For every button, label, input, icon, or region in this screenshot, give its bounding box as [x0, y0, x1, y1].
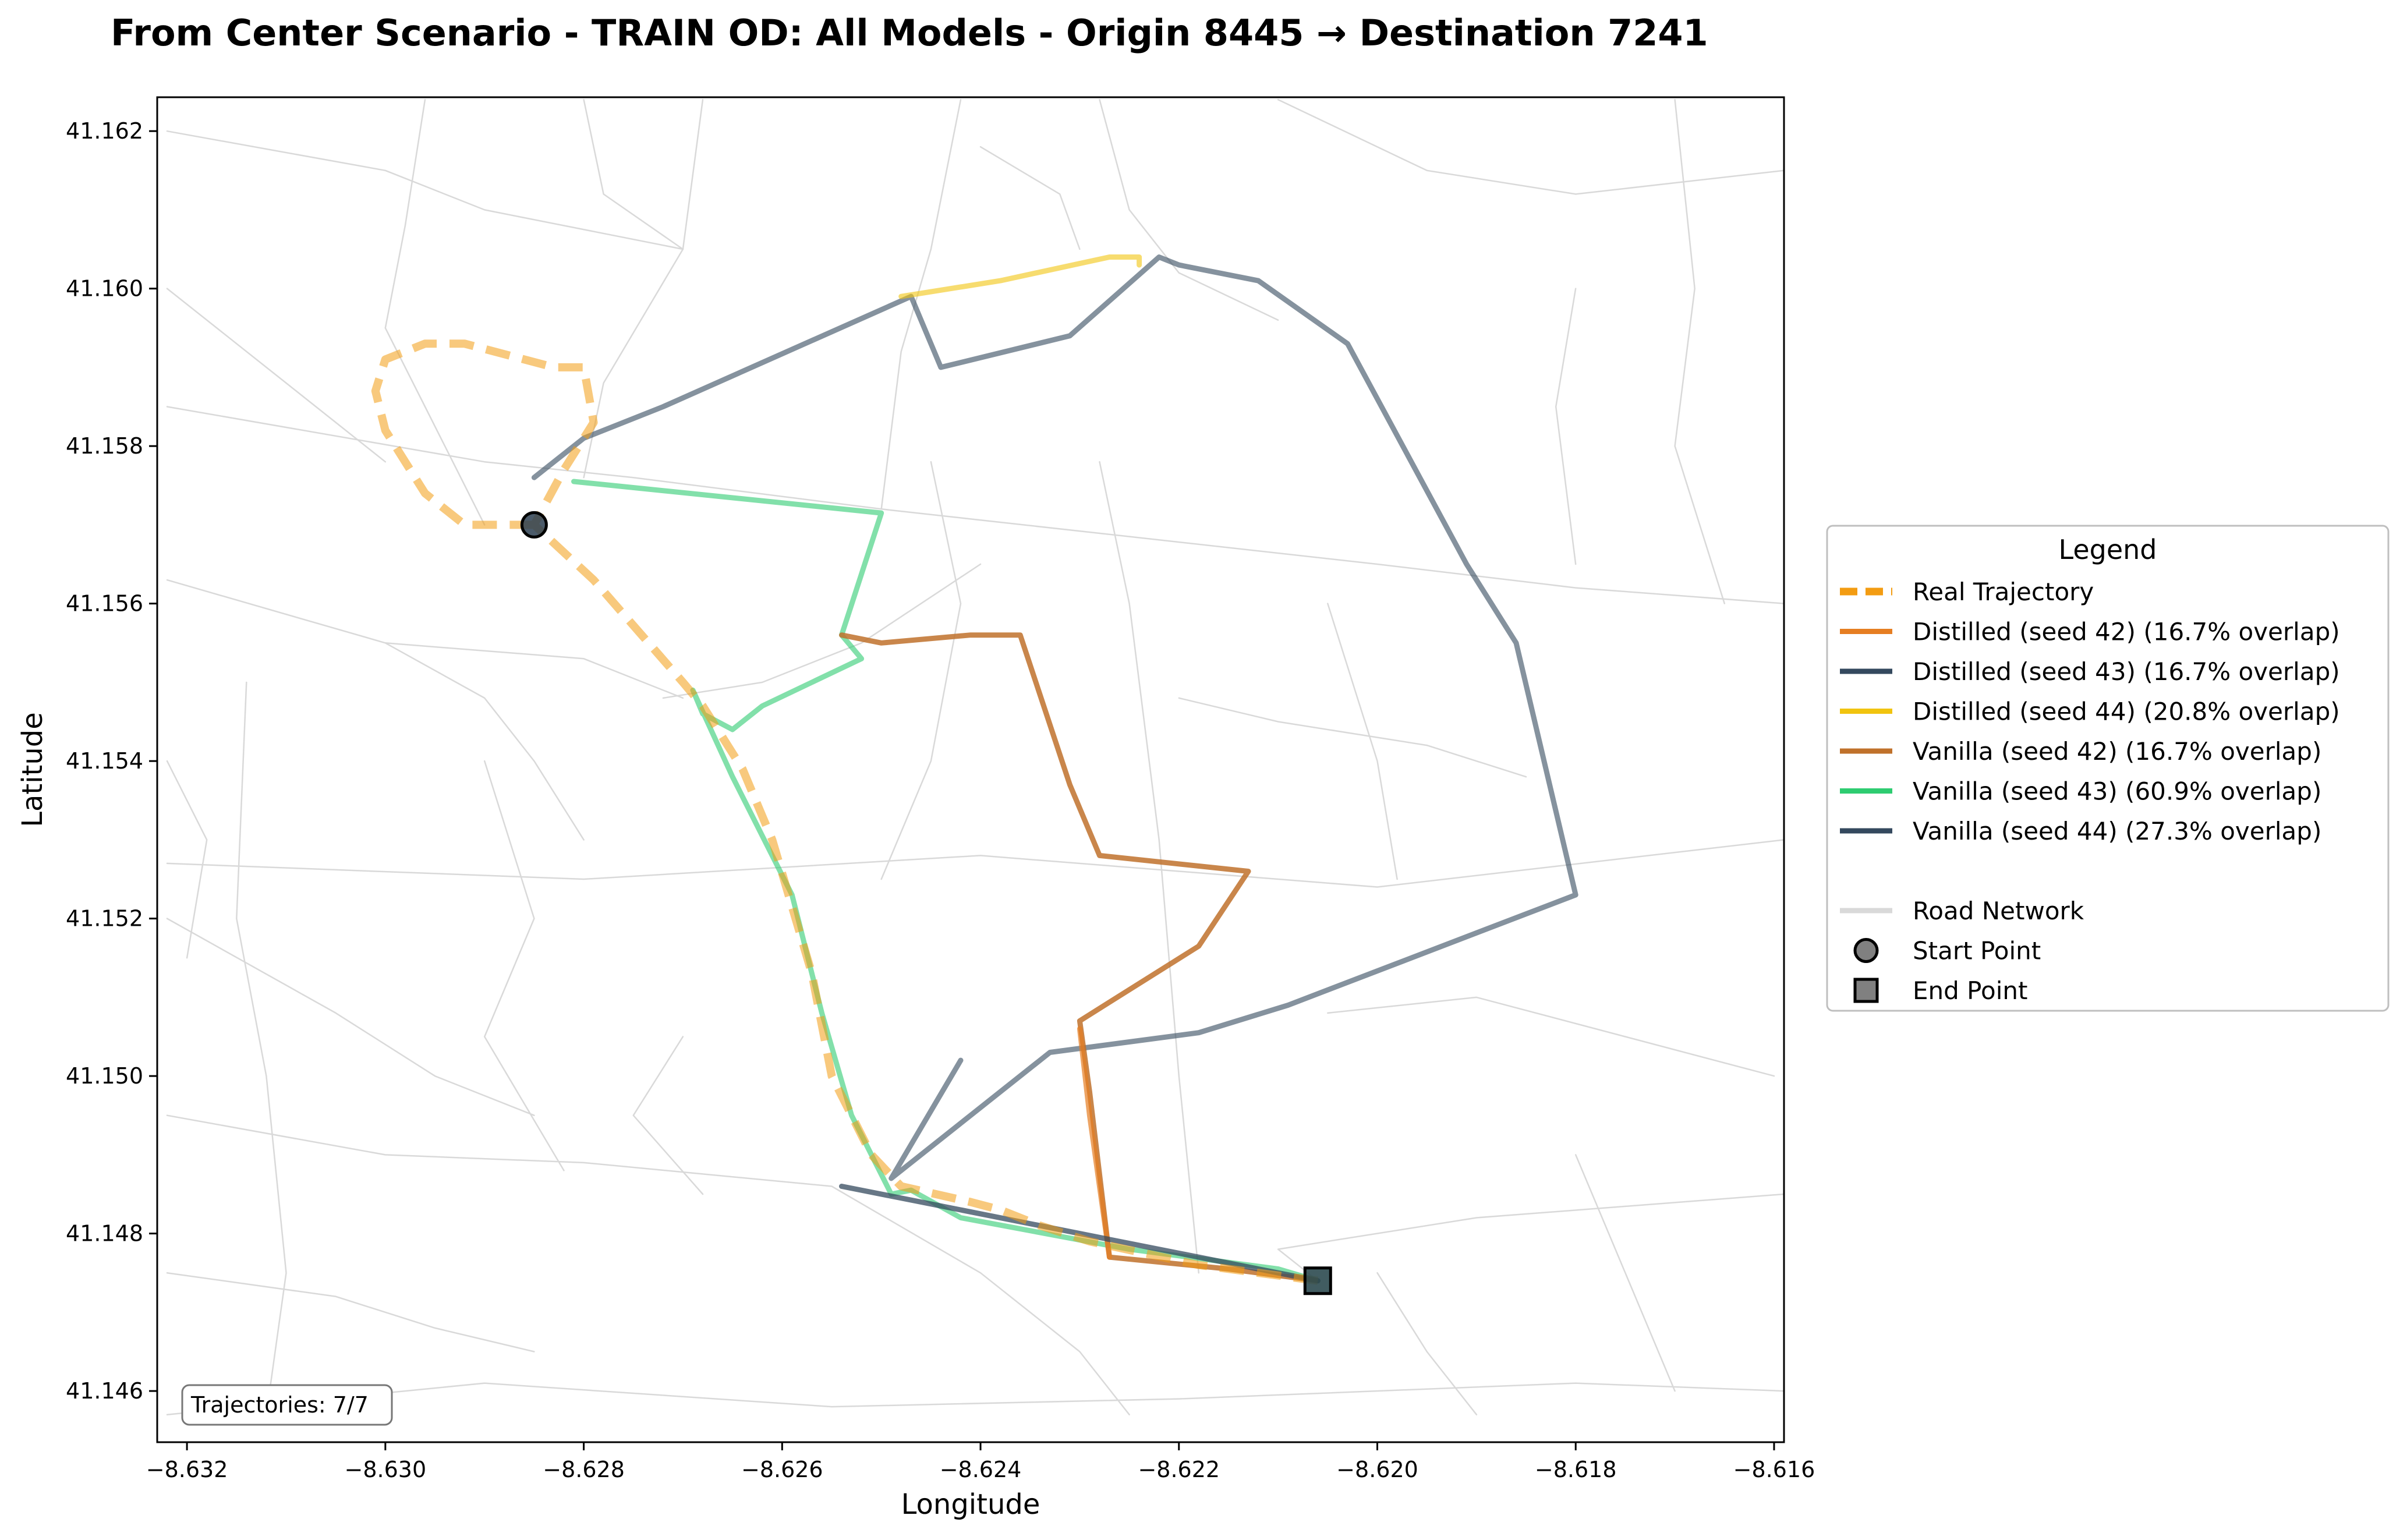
y-tick-label: 41.154: [66, 748, 143, 774]
y-tick-label: 41.160: [66, 276, 143, 302]
legend-frame: [1826, 525, 2390, 1012]
y-tick-label: 41.148: [66, 1221, 143, 1247]
od-markers: [520, 511, 1332, 1295]
series-line-6: [898, 254, 1142, 299]
series-line-7: [371, 339, 1319, 1285]
legend-item: Vanilla (seed 43) (60.9% overlap): [1840, 777, 2321, 806]
road-segment: [1674, 98, 1726, 604]
trajectory-series: [371, 254, 1578, 1285]
legend-item: Vanilla (seed 44) (27.3% overlap): [1840, 817, 2321, 845]
legend-item: End Point: [1853, 976, 2027, 1005]
y-tick-label: 41.162: [66, 118, 143, 144]
road-segment: [632, 1036, 704, 1195]
road-segment: [166, 760, 208, 959]
road-segment: [583, 98, 684, 250]
y-tick-label: 41.152: [66, 906, 143, 932]
road-segment: [1099, 461, 1200, 1274]
series-line-4: [1077, 1026, 1112, 1260]
y-tick-label: 41.150: [66, 1063, 143, 1089]
legend-item-label: Vanilla (seed 44) (27.3% overlap): [1913, 817, 2321, 845]
road-segment: [1327, 996, 1775, 1077]
road-segment: [1376, 1272, 1478, 1415]
road-segment: [166, 918, 535, 1116]
legend-item-label: Distilled (seed 42) (16.7% overlap): [1913, 618, 2340, 646]
legend-item: Distilled (seed 44) (20.8% overlap): [1840, 698, 2340, 726]
road-segment: [1277, 1193, 1784, 1281]
road-segment: [979, 146, 1081, 250]
y-axis-ticks: 41.146 41.148 41.150 41.152 41.154 41.156 41.1…: [66, 118, 157, 1404]
road-segment: [831, 1185, 1130, 1415]
trajectory-count-box: Trajectories: 7/7: [181, 1384, 393, 1426]
trajectory-count-label: Trajectories: 7/7: [190, 1392, 369, 1418]
legend-item-label: Road Network: [1913, 897, 2084, 925]
road-segment: [166, 839, 1784, 888]
legend-item: Vanilla (seed 42) (16.7% overlap): [1840, 737, 2321, 766]
x-tick-label: −8.632: [146, 1457, 228, 1482]
x-tick-label: −8.626: [741, 1457, 823, 1482]
x-tick-label: −8.618: [1535, 1457, 1617, 1482]
x-axis-ticks: −8.632 −8.630 −8.628 −8.626 −8.624 −8.622 −8.6…: [146, 1442, 1815, 1482]
road-segment: [1178, 697, 1527, 778]
legend-end-swatch: [1853, 978, 1879, 1003]
end-point-marker: [1303, 1266, 1332, 1295]
x-tick-label: −8.620: [1336, 1457, 1418, 1482]
plot-frame: [156, 96, 1785, 1443]
road-segment: [166, 288, 387, 463]
legend-item-label: Real Trajectory: [1913, 578, 2094, 606]
legend-item-label: Distilled (seed 43) (16.7% overlap): [1913, 657, 2340, 686]
plot-area: [166, 98, 1784, 1415]
legend-item-label: Start Point: [1913, 937, 2041, 965]
legend-item-label: Vanilla (seed 43) (60.9% overlap): [1913, 777, 2321, 806]
x-tick-label: −8.628: [543, 1457, 625, 1482]
road-segment: [583, 98, 704, 479]
y-tick-label: 41.158: [66, 433, 143, 459]
legend-start-swatch: [1853, 938, 1879, 963]
legend-item: Road Network: [1840, 897, 2084, 925]
road-segment: [1555, 288, 1577, 565]
road-network: [166, 98, 1784, 1415]
road-segment: [1327, 603, 1398, 880]
series-line-1: [571, 479, 1321, 1284]
y-axis-label: Latitude: [16, 712, 49, 827]
legend-item: Real Trajectory: [1840, 578, 2094, 606]
y-tick-label: 41.156: [66, 591, 143, 617]
road-segment: [662, 563, 982, 699]
series-line-2: [531, 254, 1578, 1181]
road-segment: [483, 760, 565, 1171]
chart-title: From Center Scenario - TRAIN OD: All Mod…: [111, 12, 1708, 54]
legend-item-label: Distilled (seed 44) (20.8% overlap): [1913, 698, 2340, 726]
road-segment: [880, 461, 962, 880]
road-segment: [166, 1114, 833, 1187]
road-segment: [1099, 98, 1279, 321]
x-tick-label: −8.624: [940, 1457, 1022, 1482]
road-segment: [166, 1272, 535, 1353]
legend-items: Real Trajectory Distilled (seed 42) (16.7…: [1840, 578, 2340, 1005]
road-segment: [880, 98, 962, 510]
road-segment: [166, 130, 684, 250]
road-segment: [236, 681, 287, 1415]
start-point-marker: [520, 511, 548, 539]
legend-item: Start Point: [1853, 937, 2041, 965]
y-tick-label: 41.146: [66, 1378, 143, 1404]
legend-title: Legend: [2059, 534, 2157, 565]
road-segment: [384, 98, 486, 526]
road-segment: [1574, 1154, 1676, 1392]
legend-item-label: Vanilla (seed 42) (16.7% overlap): [1913, 737, 2321, 766]
road-segment: [384, 642, 684, 699]
road-segment: [166, 579, 585, 841]
legend: Legend Real Trajectory Distilled (seed 42…: [1826, 525, 2390, 1012]
road-segment: [166, 1382, 1784, 1415]
legend-item: Distilled (seed 42) (16.7% overlap): [1840, 618, 2340, 646]
x-axis-label: Longitude: [901, 1488, 1040, 1521]
x-tick-label: −8.630: [345, 1457, 427, 1482]
legend-item: Distilled (seed 43) (16.7% overlap): [1840, 657, 2340, 686]
x-tick-label: −8.622: [1138, 1457, 1220, 1482]
road-segment: [1277, 98, 1784, 195]
legend-item-label: End Point: [1913, 976, 2027, 1005]
x-tick-label: −8.616: [1733, 1457, 1815, 1482]
